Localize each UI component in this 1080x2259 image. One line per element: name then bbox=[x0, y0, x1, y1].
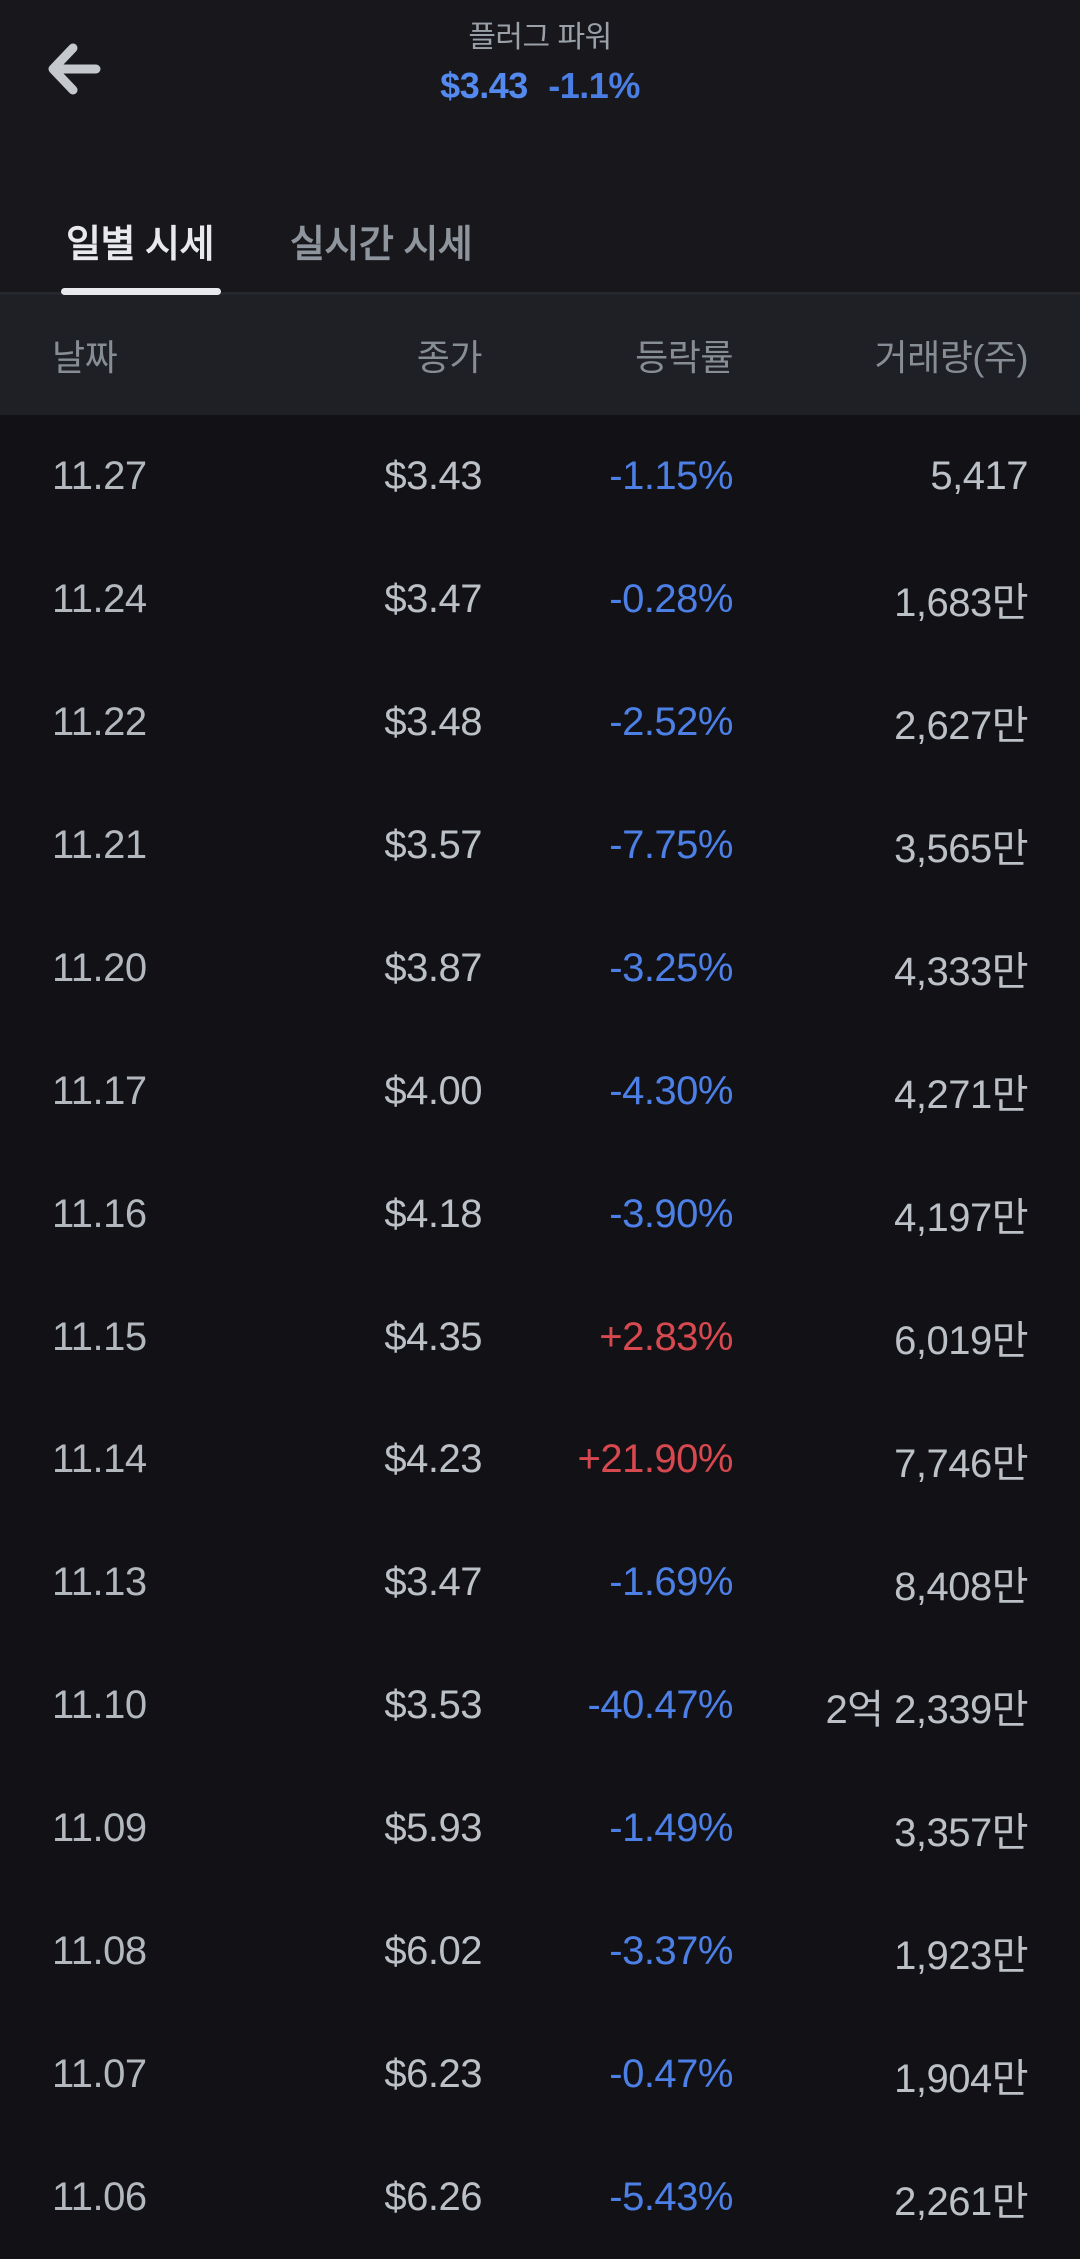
row-volume: 7,746만 bbox=[894, 1441, 1028, 1486]
title-stack: 플러그 파워 $3.43 -1.1% bbox=[0, 12, 1080, 107]
table-row: 11.07 $6.23 -0.47% 1,904만 bbox=[0, 2013, 1080, 2136]
row-volume: 2,261만 bbox=[894, 2179, 1028, 2224]
row-volume: 1,904만 bbox=[894, 2056, 1028, 2101]
table-row: 11.06 $6.26 -5.43% 2,261만 bbox=[0, 2136, 1080, 2259]
tab-realtime-quotes[interactable]: 실시간 시세 bbox=[284, 212, 478, 295]
row-date: 11.22 bbox=[52, 699, 147, 744]
row-date: 11.20 bbox=[52, 945, 147, 990]
row-close: $3.48 bbox=[384, 699, 482, 744]
column-header-date: 날짜 bbox=[52, 337, 118, 378]
tab-daily-quotes[interactable]: 일별 시세 bbox=[60, 212, 221, 295]
row-volume: 1,923만 bbox=[894, 1933, 1028, 1978]
tab-bar: 일별 시세 실시간 시세 bbox=[0, 132, 1080, 295]
quotes-table-body[interactable]: 11.27 $3.43 -1.15% 5,417 11.24 $3.47 -0.28% 1,6… bbox=[0, 415, 1080, 2259]
row-date: 11.24 bbox=[52, 576, 147, 621]
row-volume: 4,271만 bbox=[894, 1073, 1028, 1118]
table-row: 11.27 $3.43 -1.15% 5,417 bbox=[0, 415, 1080, 538]
row-close: $5.93 bbox=[384, 1806, 482, 1851]
tab-realtime-quotes-label: 실시간 시세 bbox=[289, 224, 473, 266]
app-bar: 플러그 파워 $3.43 -1.1% bbox=[0, 0, 1080, 132]
table-row: 11.15 $4.35 +2.83% 6,019만 bbox=[0, 1276, 1080, 1399]
row-date: 11.09 bbox=[52, 1806, 147, 1851]
row-date: 11.16 bbox=[52, 1191, 147, 1236]
row-close: $3.47 bbox=[384, 1560, 482, 1605]
row-change-pct: -3.90% bbox=[609, 1191, 733, 1236]
column-header-change: 등락률 bbox=[635, 337, 733, 378]
table-row: 11.24 $3.47 -0.28% 1,683만 bbox=[0, 538, 1080, 661]
current-price: $3.43 bbox=[440, 65, 528, 106]
row-volume: 8,408만 bbox=[894, 1564, 1028, 1609]
row-change-pct: -1.69% bbox=[609, 1560, 733, 1605]
row-change-pct: -0.28% bbox=[609, 576, 733, 621]
row-close: $4.23 bbox=[384, 1437, 482, 1482]
row-close: $3.43 bbox=[384, 453, 482, 498]
row-close: $6.26 bbox=[384, 2175, 482, 2220]
column-header-volume: 거래량(주) bbox=[874, 337, 1029, 378]
row-close: $4.35 bbox=[384, 1314, 482, 1359]
row-change-pct: -5.43% bbox=[609, 2175, 733, 2220]
row-change-pct: +2.83% bbox=[599, 1314, 733, 1359]
row-volume: 5,417 bbox=[930, 453, 1028, 498]
row-change-pct: -1.15% bbox=[609, 453, 733, 498]
row-change-pct: -3.37% bbox=[609, 1929, 733, 1974]
row-date: 11.06 bbox=[52, 2175, 147, 2220]
price-summary: $3.43 -1.1% bbox=[440, 65, 640, 107]
row-volume: 3,357만 bbox=[894, 1810, 1028, 1855]
row-close: $3.87 bbox=[384, 945, 482, 990]
tab-daily-quotes-label: 일별 시세 bbox=[66, 224, 214, 266]
back-arrow-icon bbox=[46, 43, 102, 98]
row-date: 11.08 bbox=[52, 1929, 147, 1974]
active-tab-underline bbox=[61, 288, 221, 295]
row-volume: 2억 2,339만 bbox=[825, 1687, 1028, 1732]
row-change-pct: -3.25% bbox=[609, 945, 733, 990]
row-close: $3.53 bbox=[384, 1683, 482, 1728]
row-close: $3.47 bbox=[384, 576, 482, 621]
table-row: 11.10 $3.53 -40.47% 2억 2,339만 bbox=[0, 1644, 1080, 1767]
row-date: 11.07 bbox=[52, 2052, 147, 2097]
row-volume: 4,333만 bbox=[894, 950, 1028, 995]
column-header-close: 종가 bbox=[416, 337, 483, 378]
table-row: 11.14 $4.23 +21.90% 7,746만 bbox=[0, 1399, 1080, 1522]
table-header: 날짜 종가 등락률 거래량(주) bbox=[0, 295, 1080, 415]
row-change-pct: -7.75% bbox=[609, 822, 733, 867]
row-change-pct: -40.47% bbox=[587, 1683, 734, 1728]
row-date: 11.15 bbox=[52, 1314, 147, 1359]
row-date: 11.17 bbox=[52, 1068, 147, 1113]
row-close: $4.18 bbox=[384, 1191, 482, 1236]
row-date: 11.21 bbox=[52, 822, 147, 867]
row-close: $4.00 bbox=[384, 1068, 482, 1113]
row-volume: 4,197만 bbox=[894, 1196, 1028, 1241]
row-close: $6.02 bbox=[384, 1929, 482, 1974]
row-volume: 3,565만 bbox=[894, 827, 1028, 872]
row-date: 11.14 bbox=[52, 1437, 147, 1482]
stock-name: 플러그 파워 bbox=[468, 21, 612, 54]
row-change-pct: -4.30% bbox=[609, 1068, 733, 1113]
row-change-pct: -1.49% bbox=[609, 1806, 733, 1851]
row-close: $3.57 bbox=[384, 822, 482, 867]
row-change-pct: +21.90% bbox=[577, 1437, 733, 1482]
row-volume: 6,019만 bbox=[894, 1319, 1028, 1364]
table-row: 11.21 $3.57 -7.75% 3,565만 bbox=[0, 784, 1080, 907]
table-row: 11.16 $4.18 -3.90% 4,197만 bbox=[0, 1153, 1080, 1276]
row-close: $6.23 bbox=[384, 2052, 482, 2097]
current-change-pct: -1.1% bbox=[548, 65, 640, 106]
table-row: 11.09 $5.93 -1.49% 3,357만 bbox=[0, 1767, 1080, 1890]
table-row: 11.17 $4.00 -4.30% 4,271만 bbox=[0, 1030, 1080, 1153]
table-row: 11.13 $3.47 -1.69% 8,408만 bbox=[0, 1521, 1080, 1644]
table-row: 11.22 $3.48 -2.52% 2,627만 bbox=[0, 661, 1080, 784]
row-change-pct: -0.47% bbox=[609, 2052, 733, 2097]
row-volume: 1,683만 bbox=[894, 581, 1028, 626]
table-row: 11.20 $3.87 -3.25% 4,333만 bbox=[0, 907, 1080, 1030]
row-date: 11.10 bbox=[52, 1683, 147, 1728]
row-volume: 2,627만 bbox=[894, 704, 1028, 749]
row-date: 11.27 bbox=[52, 453, 147, 498]
row-change-pct: -2.52% bbox=[609, 699, 733, 744]
table-row: 11.08 $6.02 -3.37% 1,923만 bbox=[0, 1890, 1080, 2013]
back-button[interactable] bbox=[34, 30, 114, 110]
row-date: 11.13 bbox=[52, 1560, 147, 1605]
